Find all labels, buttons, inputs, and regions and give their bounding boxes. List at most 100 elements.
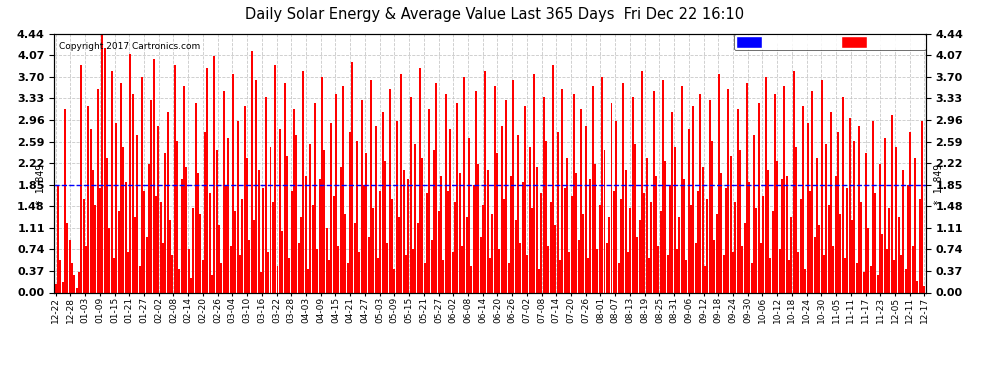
Bar — [877, 275, 879, 292]
Bar — [276, 266, 278, 292]
Bar — [833, 246, 835, 292]
Bar — [800, 199, 802, 292]
Bar — [846, 188, 848, 292]
Bar — [793, 71, 795, 292]
Bar — [872, 121, 874, 292]
Bar — [739, 150, 741, 292]
Bar — [835, 176, 837, 292]
Bar — [524, 106, 526, 292]
Bar — [214, 57, 216, 292]
Bar — [506, 100, 508, 292]
Bar — [260, 272, 262, 292]
Bar — [552, 65, 554, 292]
Bar — [211, 275, 213, 292]
Bar — [788, 261, 790, 292]
Bar — [340, 167, 342, 292]
Bar — [816, 159, 818, 292]
Bar — [235, 211, 237, 292]
Bar — [671, 112, 673, 292]
Bar — [695, 243, 697, 292]
Bar — [919, 199, 921, 292]
Bar — [489, 258, 491, 292]
Bar — [232, 74, 234, 292]
Bar — [630, 208, 632, 292]
Bar — [921, 121, 923, 292]
Bar — [713, 240, 715, 292]
Bar — [732, 252, 734, 292]
Bar — [85, 246, 87, 292]
Bar — [185, 167, 187, 292]
Bar — [659, 211, 661, 292]
Bar — [281, 231, 283, 292]
Bar — [120, 83, 122, 292]
Bar — [356, 141, 358, 292]
Bar — [64, 109, 66, 292]
Bar — [370, 80, 372, 292]
Bar — [269, 147, 271, 292]
Bar — [697, 190, 699, 292]
Bar — [690, 205, 692, 292]
Bar — [66, 223, 68, 292]
Bar — [106, 159, 108, 292]
Bar — [202, 261, 204, 292]
Bar — [480, 237, 482, 292]
Bar — [760, 243, 762, 292]
Bar — [809, 190, 811, 292]
Bar — [757, 103, 759, 292]
Bar — [543, 97, 545, 292]
Bar — [568, 252, 570, 292]
Bar — [436, 83, 438, 292]
Bar — [309, 144, 311, 292]
Bar — [367, 237, 369, 292]
Bar — [592, 86, 594, 292]
Bar — [669, 185, 671, 292]
Bar — [735, 202, 737, 292]
Bar — [781, 179, 783, 292]
Bar — [419, 68, 421, 292]
Bar — [900, 255, 902, 292]
Bar — [692, 106, 694, 292]
Bar — [152, 59, 154, 292]
Bar — [870, 266, 872, 292]
Bar — [910, 132, 912, 292]
Bar — [468, 138, 470, 292]
Bar — [223, 92, 225, 292]
Bar — [173, 65, 176, 292]
Bar — [615, 121, 617, 292]
Bar — [790, 217, 792, 292]
Bar — [743, 223, 745, 292]
Bar — [905, 269, 907, 292]
Bar — [61, 282, 63, 292]
Bar — [742, 246, 743, 292]
Bar — [858, 126, 860, 292]
Bar — [814, 237, 816, 292]
Bar — [405, 255, 407, 292]
Bar — [71, 263, 73, 292]
Bar — [662, 80, 664, 292]
Bar — [312, 205, 314, 292]
Bar — [539, 269, 541, 292]
Bar — [730, 156, 732, 292]
Bar — [443, 261, 445, 292]
Bar — [783, 86, 785, 292]
Bar — [257, 170, 259, 292]
Bar — [134, 217, 136, 292]
Bar — [896, 147, 898, 292]
Bar — [374, 126, 376, 292]
Bar — [622, 83, 624, 292]
Bar — [819, 225, 821, 292]
Bar — [585, 126, 587, 292]
Bar — [94, 205, 96, 292]
Bar — [78, 272, 80, 292]
Bar — [247, 159, 248, 292]
Bar — [748, 182, 750, 292]
Bar — [335, 94, 337, 292]
Bar — [477, 164, 479, 292]
Bar — [718, 74, 720, 292]
Bar — [113, 258, 115, 292]
Bar — [244, 106, 246, 292]
Bar — [637, 237, 639, 292]
Bar — [267, 252, 269, 292]
Bar — [412, 249, 414, 292]
Bar — [566, 159, 568, 292]
